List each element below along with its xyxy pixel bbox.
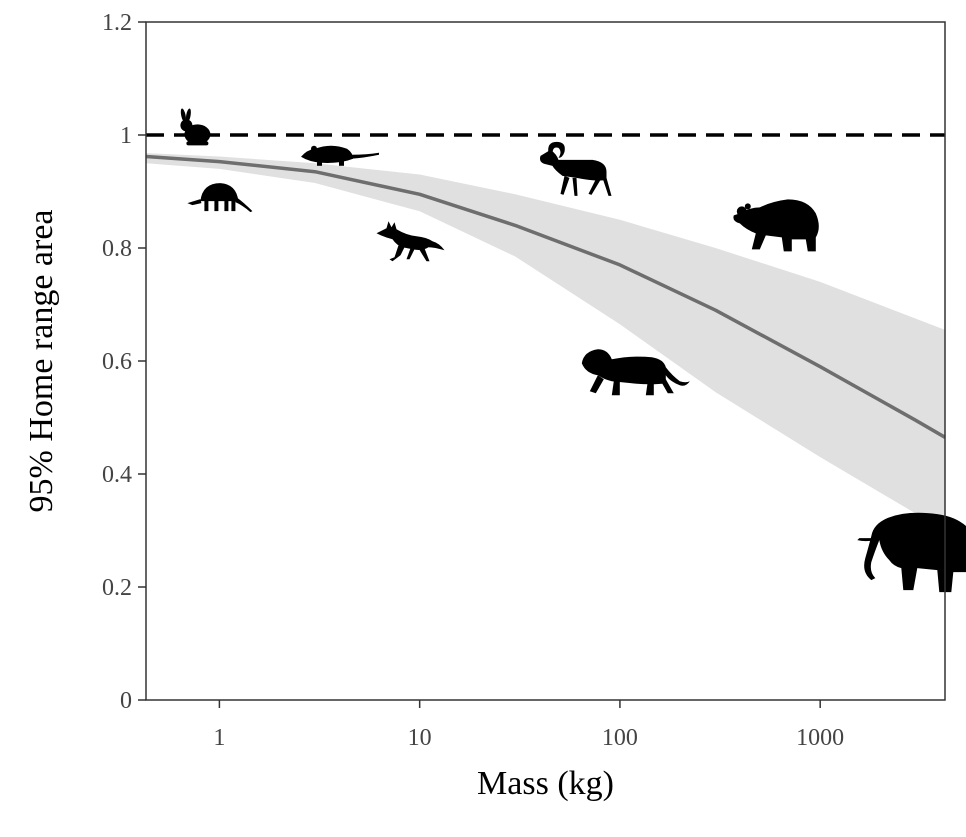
x-tick-label: 100 [602,725,638,751]
y-tick-label: 0.8 [102,236,132,262]
rabbit-icon [180,108,211,146]
opossum-icon [301,145,379,166]
x-tick-label: 10 [408,725,432,751]
y-axis-ticks: 0 0.2 0.4 0.6 0.8 1 1.2 [102,10,146,714]
x-axis-title: Mass (kg) [477,765,614,802]
x-tick-label: 1 [213,725,225,751]
y-tick-label: 0.2 [102,575,132,601]
animal-points-layer [180,108,966,593]
y-tick-label: 1.2 [102,10,132,36]
y-axis-title: 95% Home range area [23,209,60,512]
y-tick-label: 0.4 [102,462,132,488]
x-axis-ticks: 1 10 100 1000 [213,700,844,751]
fit-line-layer [145,154,946,439]
lion-icon [581,349,690,396]
bighorn-sheep-icon [540,141,612,196]
confidence-band [146,153,945,534]
elephant-icon [857,512,966,593]
fit-line [145,154,946,439]
bear-icon [733,199,819,252]
y-tick-label: 0 [120,688,132,714]
armadillo-icon [187,183,253,213]
confidence-band-layer [146,153,945,534]
y-tick-label: 1 [120,123,132,149]
y-tick-label: 0.6 [102,349,132,375]
x-tick-label: 1000 [796,725,844,751]
fox-icon [376,221,445,262]
